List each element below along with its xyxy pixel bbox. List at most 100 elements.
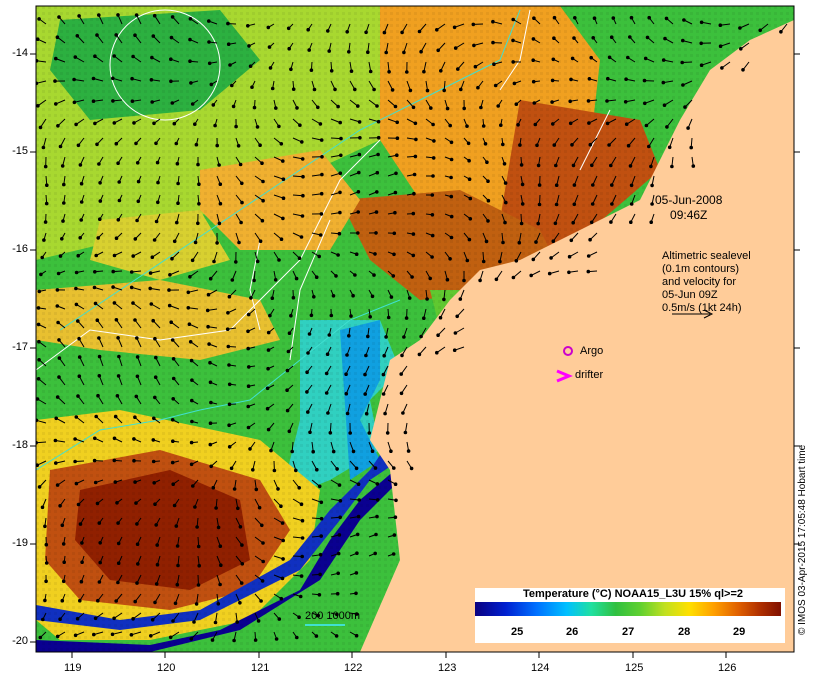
velocity-arrow-head — [287, 331, 292, 336]
velocity-arrow-head — [413, 121, 418, 126]
velocity-arrow-head — [301, 193, 305, 198]
velocity-arrow-head — [252, 278, 256, 283]
velocity-arrow-head — [355, 551, 359, 556]
velocity-scale-arrow — [672, 309, 714, 319]
velocity-arrow-head — [217, 163, 221, 167]
velocity-arrow-head — [74, 415, 79, 419]
velocity-arrow-head — [445, 106, 450, 111]
velocity-arrow-head — [93, 301, 98, 306]
velocity-arrow-head — [170, 418, 175, 422]
velocity-arrow-head — [57, 15, 61, 19]
velocity-arrow-head — [389, 449, 393, 454]
velocity-arrow-head — [226, 21, 230, 26]
velocity-arrow-head — [196, 544, 201, 549]
velocity-arrow-head — [552, 15, 557, 20]
velocity-arrow-head — [411, 105, 416, 110]
velocity-arrow-head — [417, 29, 422, 34]
sealevel-contours — [36, 9, 611, 371]
velocity-arrow-head — [175, 220, 179, 225]
velocity-arrow-head — [229, 466, 234, 471]
velocity-arrow-head — [115, 501, 119, 505]
velocity-arrow-head — [531, 79, 536, 84]
velocity-arrow-head — [273, 278, 278, 282]
velocity-arrow-head — [285, 388, 289, 393]
velocity-arrow-head — [286, 26, 291, 31]
velocity-arrow-head — [411, 253, 416, 258]
velocity-arrow-head — [234, 260, 238, 264]
velocity-arrow-head — [335, 591, 340, 596]
velocity-arrow-head — [300, 214, 305, 218]
velocity-arrow-head — [152, 481, 156, 485]
velocity-arrow-head — [55, 634, 60, 639]
velocity-arrow-head — [93, 616, 98, 621]
velocity-arrow-head — [410, 275, 414, 279]
velocity-arrow-head — [270, 296, 275, 301]
velocity-arrow-head — [274, 637, 279, 641]
velocity-arrow-head — [79, 579, 84, 584]
velocity-arrow-head — [650, 202, 654, 206]
velocity-arrow-head — [520, 182, 525, 187]
velocity-arrow-head — [213, 123, 217, 128]
velocity-arrow-head — [435, 28, 439, 32]
velocity-arrow-head — [72, 100, 77, 105]
velocity-arrow-head — [348, 431, 353, 435]
velocity-arrow-head — [39, 272, 43, 277]
velocity-arrow-head — [393, 210, 397, 215]
legend-tick: 28 — [678, 626, 691, 638]
velocity-arrow-head — [60, 598, 65, 603]
velocity-arrow-head — [248, 447, 252, 451]
velocity-arrow-head — [61, 219, 65, 223]
velocity-arrow-head — [236, 506, 240, 511]
velocity-arrow-head — [347, 50, 351, 54]
velocity-arrow-head — [238, 162, 243, 167]
velocity-arrow-head — [132, 437, 136, 441]
velocity-arrow-head — [405, 70, 409, 74]
velocity-arrow-head — [520, 202, 525, 206]
velocity-arrow-head — [36, 463, 39, 467]
velocity-arrow-head — [152, 13, 157, 18]
velocity-arrow-head — [92, 458, 97, 463]
velocity-arrow-head — [320, 155, 324, 159]
velocity-arrow-head — [435, 350, 439, 355]
velocity-arrow-head — [315, 467, 319, 472]
velocity-arrow-head — [238, 601, 242, 605]
velocity-arrow-head — [356, 190, 361, 194]
velocity-arrow-head — [176, 563, 180, 568]
velocity-arrow-head — [218, 582, 222, 587]
velocity-arrow-head — [393, 190, 398, 195]
velocity-arrow-head — [79, 200, 84, 204]
y-tick-label: -16 — [12, 243, 28, 255]
velocity-arrow-head — [609, 220, 613, 224]
velocity-arrow-head — [171, 439, 175, 444]
velocity-arrow-head — [129, 270, 134, 274]
velocity-arrow-head — [381, 392, 386, 396]
velocity-arrow-head — [37, 17, 41, 21]
velocity-arrow-head — [175, 582, 180, 587]
velocity-arrow-head — [170, 15, 175, 19]
velocity-arrow-head — [289, 313, 293, 318]
velocity-arrow-head — [227, 445, 232, 449]
velocity-arrow-head — [465, 124, 469, 128]
velocity-arrow-head — [54, 461, 58, 465]
velocity-arrow-head — [148, 271, 153, 275]
velocity-arrow-head — [374, 210, 379, 214]
velocity-arrow-head — [188, 37, 192, 42]
velocity-arrow-head — [57, 375, 61, 379]
velocity-arrow-head — [36, 377, 41, 381]
velocity-arrow-head — [78, 163, 83, 167]
velocity-arrow-head — [606, 76, 610, 81]
velocity-arrow-head — [647, 144, 651, 149]
velocity-arrow-head — [662, 103, 667, 107]
axis-ticks — [30, 53, 800, 658]
velocity-arrow-head — [73, 633, 78, 638]
velocity-arrow-head — [77, 374, 82, 379]
velocity-arrow-head — [347, 334, 351, 338]
velocity-arrow-head — [227, 363, 231, 367]
velocity-arrow-head — [645, 35, 650, 40]
velocity-arrow-head — [300, 536, 305, 540]
velocity-arrow-head — [187, 322, 192, 327]
velocity-arrow-head — [175, 544, 180, 548]
velocity-arrow-head — [344, 372, 348, 377]
velocity-arrow-head — [465, 258, 470, 263]
velocity-arrow-head — [319, 516, 324, 521]
